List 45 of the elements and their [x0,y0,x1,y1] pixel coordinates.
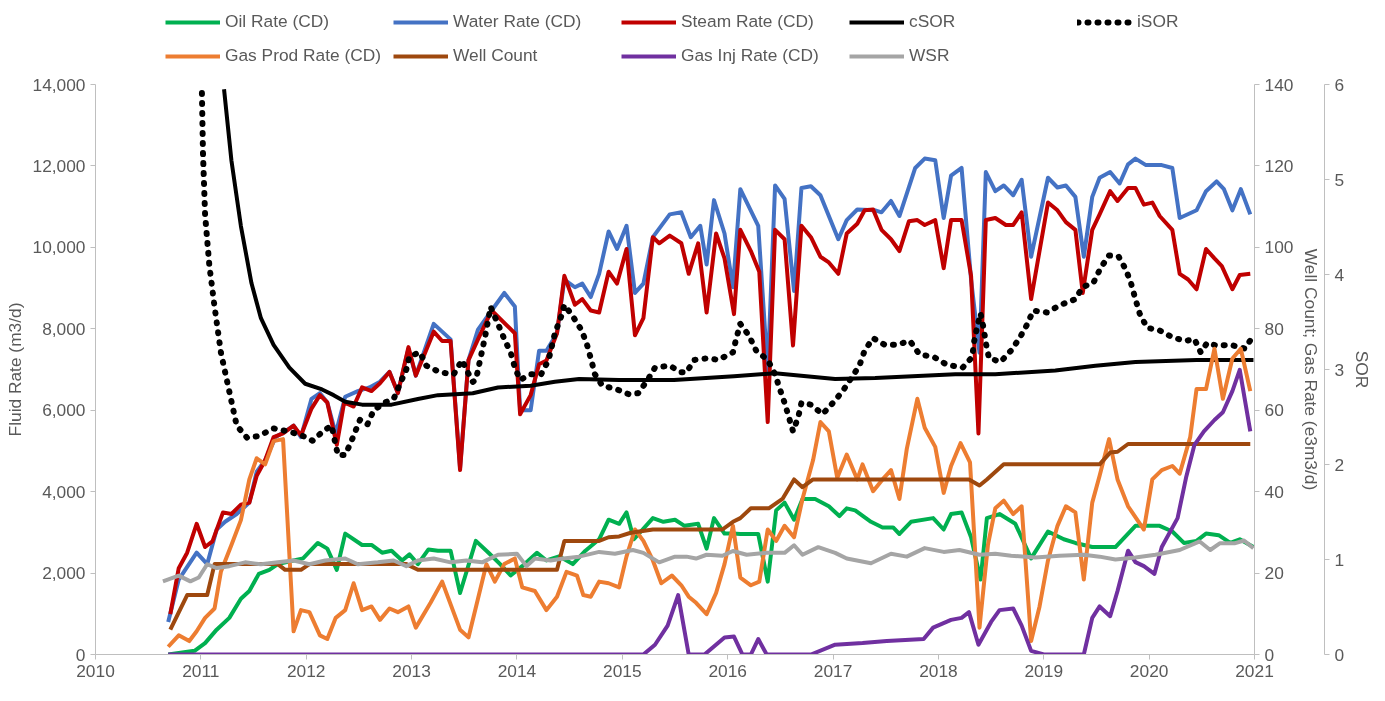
y-tick-label: 6,000 [42,400,86,421]
x-tick-label: 2020 [1129,660,1169,681]
legend-label: Gas Inj Rate (CD) [681,45,820,66]
legend-label: Oil Rate (CD) [225,11,330,32]
line-series [168,442,1253,632]
y-axis-title: Fluid Rate (m3/d) [4,302,25,437]
y3-tick-label: 3 [1334,359,1345,380]
x-tick-label: 2019 [1024,660,1064,681]
y2-tick-label: 100 [1264,237,1294,258]
x-tick-label: 2018 [919,660,958,681]
y-tick-label: 8,000 [42,318,86,339]
legend-label: Water Rate (CD) [453,11,583,32]
y3-tick-label: 0 [1334,644,1345,665]
x-tick-label: 2012 [286,660,326,681]
y2-tick-label: 60 [1264,400,1284,421]
line-series [160,538,1255,584]
y-tick-label: 14,000 [32,74,86,95]
y3-tick-label: 1 [1334,549,1345,570]
y-tick-label: 12,000 [32,155,86,176]
x-tick-label: 2017 [813,660,853,681]
y3-axis-title: SOR [1352,350,1373,389]
legend-label: Gas Prod Rate (CD) [225,45,382,66]
y3-tick-label: 5 [1334,169,1345,190]
y-tick-label: 10,000 [32,237,86,258]
y2-axis-title: Well Count; Gas Rate (e3m3/d) [1301,248,1322,491]
y2-tick-label: 120 [1264,155,1294,176]
y3-tick-label: 6 [1334,74,1345,95]
y2-tick-label: 80 [1264,318,1284,339]
legend-label: Steam Rate (CD) [681,11,815,32]
legend-label: iSOR [1137,11,1180,32]
y2-tick-label: 20 [1264,563,1284,584]
x-tick-label: 2016 [708,660,747,681]
x-tick-label: 2011 [182,660,220,681]
y3-tick-label: 4 [1334,264,1345,285]
x-tick-label: 2015 [603,660,642,681]
y2-tick-label: 140 [1264,74,1294,95]
y2-tick-label: 40 [1264,481,1284,502]
y-tick-label: 2,000 [42,563,86,584]
x-tick-label: 2014 [497,660,537,681]
legend-label: Well Count [453,45,539,66]
legend-label: cSOR [909,11,957,32]
legend-label: WSR [909,45,951,66]
x-tick-label: 2013 [392,660,431,681]
y3-tick-label: 2 [1334,454,1345,475]
y-tick-label: 4,000 [42,481,86,502]
